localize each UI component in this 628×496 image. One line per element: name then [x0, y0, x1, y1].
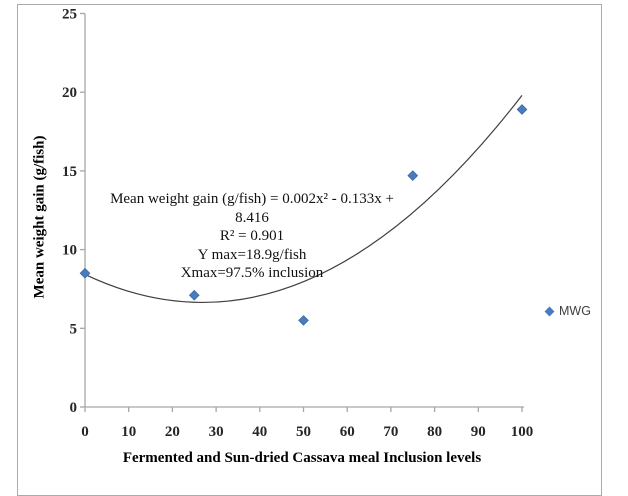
- data-point-marker: [407, 170, 419, 181]
- x-axis-title: Fermented and Sun-dried Cassava meal Inc…: [122, 450, 482, 466]
- x-tick-label: 70: [383, 424, 398, 440]
- x-tick-label: 80: [427, 424, 442, 440]
- data-point-marker: [516, 104, 528, 115]
- trendline-annotation: Mean weight gain (g/fish) = 0.002x² - 0.…: [95, 190, 409, 283]
- x-tick-label: 30: [209, 424, 224, 440]
- x-tick-label: 10: [121, 424, 136, 440]
- x-tick-label: 50: [296, 424, 311, 440]
- legend: MWG: [544, 304, 591, 318]
- y-tick-label: 10: [62, 243, 77, 259]
- x-max-label: Xmax=97.5% inclusion: [180, 265, 324, 281]
- y-tick-label: 25: [62, 7, 77, 23]
- r-squared-label: R² = 0.901: [219, 228, 285, 244]
- x-tick-label: 0: [81, 424, 89, 440]
- x-tick-label: 20: [165, 424, 180, 440]
- data-point-marker: [298, 315, 309, 326]
- x-tick-label: 40: [252, 424, 267, 440]
- data-point-marker: [79, 267, 91, 279]
- legend-label: MWG: [559, 304, 591, 318]
- y-tick-label: 0: [70, 400, 78, 416]
- x-tick-label: 90: [471, 424, 486, 440]
- trendline-equation: Mean weight gain (g/fish) = 0.002x² - 0.…: [110, 191, 394, 226]
- y-tick-label: 15: [62, 164, 77, 180]
- y-max-label: Y max=18.9g/fish: [197, 246, 307, 263]
- trendline-curve: [84, 94, 523, 303]
- y-axis-title: Mean weight gain (g/fish): [31, 135, 48, 299]
- data-point-marker: [188, 289, 200, 301]
- plot-area: 0 5 10 15 20 25 0 10 20 30 40 50 60 70 80 90 100: [62, 7, 534, 441]
- legend-diamond-icon: [544, 306, 555, 316]
- x-tick-label: 100: [511, 424, 534, 440]
- chart-border: [17, 4, 602, 496]
- y-tick-label: 20: [62, 85, 77, 101]
- y-tick-label: 5: [70, 321, 78, 337]
- x-tick-label: 60: [340, 424, 355, 440]
